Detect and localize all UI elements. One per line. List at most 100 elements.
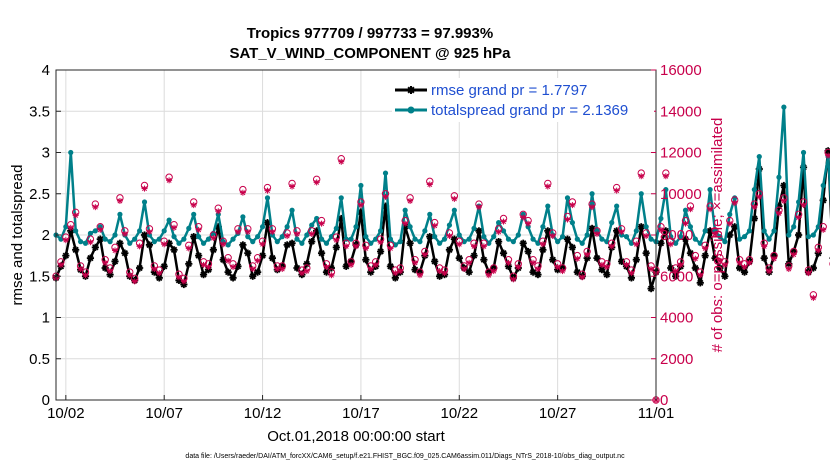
data-point-obs-assimilated: [707, 206, 714, 213]
data-point-obs-assimilated: [421, 251, 428, 258]
footer-data-file: data file: /Users/raeder/DAI/ATM_forcXX/…: [185, 453, 625, 460]
data-point-obs-assimilated: [407, 197, 414, 204]
data-point-rmse: [681, 235, 690, 243]
data-point-totalspread: [451, 207, 457, 213]
data-point-rmse: [249, 272, 257, 280]
data-point-obs-assimilated: [161, 241, 168, 248]
data-point-obs-assimilated: [569, 202, 576, 209]
left-tick-label: 2: [42, 227, 50, 244]
left-tick-label: 1: [42, 310, 50, 327]
data-point-obs-assimilated: [293, 230, 300, 237]
data-point-totalspread: [151, 239, 157, 245]
data-point-rmse: [268, 254, 276, 262]
data-point-rmse: [111, 257, 119, 265]
data-point-obs-assimilated: [348, 261, 355, 268]
data-point-obs-assimilated: [633, 241, 640, 248]
legend: rmse grand pr = 1.7797 totalspread grand…: [392, 78, 654, 122]
data-point-totalspread: [633, 228, 639, 234]
data-point-obs-assimilated: [638, 173, 645, 180]
data-point-rmse: [72, 246, 80, 254]
data-point-totalspread: [299, 240, 305, 246]
data-point-totalspread: [486, 240, 492, 246]
data-point-obs-assimilated: [510, 276, 517, 283]
data-point-obs-assimilated: [800, 202, 807, 209]
data-point-totalspread: [323, 240, 330, 246]
data-point-obs-assimilated: [239, 189, 246, 196]
data-point-rmse: [160, 262, 168, 270]
data-point-totalspread: [623, 234, 630, 240]
data-point-obs-assimilated: [584, 251, 591, 258]
data-point-totalspread: [805, 234, 812, 240]
data-point-obs-assimilated: [195, 226, 202, 233]
left-axis-label: rmse and totalspread: [9, 165, 26, 306]
data-point-totalspread: [338, 195, 344, 201]
data-point-totalspread: [259, 224, 266, 230]
data-point-rmse: [696, 279, 704, 287]
data-point-totalspread: [102, 236, 108, 242]
data-point-obs-assimilated: [598, 261, 605, 268]
data-point-totalspread: [387, 236, 394, 242]
data-point-obs-assimilated: [121, 230, 128, 237]
data-point-totalspread: [225, 242, 231, 248]
data-point-obs-assimilated: [539, 241, 546, 248]
data-point-obs-assimilated: [466, 259, 473, 266]
data-point-totalspread: [402, 207, 408, 213]
data-point-totalspread: [68, 149, 74, 156]
data-point-obs-assimilated: [234, 228, 241, 235]
right-tick-label: 0: [660, 392, 668, 409]
data-point-obs-assimilated: [107, 268, 114, 275]
data-point-totalspread: [589, 191, 595, 197]
data-point-totalspread: [166, 217, 172, 223]
data-point-rmse: [495, 238, 503, 246]
data-point-totalspread: [677, 234, 684, 240]
left-axis: 0 0.5 1 1.5 2 2.5 3 3.5 4: [29, 62, 61, 409]
data-point-totalspread: [722, 239, 728, 245]
data-point-totalspread: [579, 240, 585, 246]
data-point-rmse: [136, 264, 144, 272]
data-point-rmse: [239, 241, 247, 249]
data-point-obs-assimilated: [790, 251, 797, 258]
data-point-obs-assimilated: [367, 266, 374, 273]
data-point-totalspread: [92, 228, 98, 234]
data-point-obs-assimilated: [775, 210, 782, 217]
data-point-totalspread: [264, 195, 271, 201]
data-point-obs-assimilated: [416, 272, 423, 279]
left-tick-label: 0: [42, 392, 50, 409]
data-point-rmse: [524, 247, 532, 256]
right-axis: 0 2000 4000 6000 8000 10000 12000 14000 16000: [651, 62, 702, 409]
data-point-obs-assimilated: [766, 268, 773, 275]
data-point-obs-assimilated: [677, 261, 684, 268]
data-point-obs-assimilated: [156, 270, 163, 277]
data-point-obs-assimilated: [456, 241, 463, 248]
left-tick-label: 2.5: [29, 186, 50, 203]
data-point-obs-assimilated: [559, 268, 566, 275]
data-point-rmse: [342, 262, 350, 270]
data-point-obs-assimilated: [343, 243, 350, 250]
data-point-totalspread: [422, 228, 428, 234]
data-point-rmse: [62, 252, 70, 260]
data-point-obs-assimilated: [230, 263, 237, 270]
data-point-rmse: [209, 246, 217, 254]
legend-rmse-label: rmse grand pr = 1.7797: [431, 82, 587, 99]
data-point-totalspread: [776, 174, 782, 180]
data-point-obs-assimilated: [171, 224, 178, 231]
data-point-rmse: [627, 274, 636, 282]
data-point-obs-assimilated: [426, 181, 433, 188]
data-point-obs-assimilated: [289, 183, 296, 190]
data-point-totalspread: [515, 232, 521, 238]
data-point-obs-assimilated: [362, 245, 369, 252]
left-tick-label: 3: [42, 145, 50, 162]
data-point-obs-assimilated: [249, 266, 256, 273]
data-point-obs-assimilated: [72, 212, 79, 219]
data-point-totalspread: [540, 224, 546, 230]
data-point-obs-assimilated: [446, 233, 453, 240]
data-point-totalspread: [643, 224, 649, 230]
data-point-totalspread: [412, 236, 418, 242]
data-point-totalspread: [171, 234, 177, 240]
data-point-obs-assimilated: [382, 193, 389, 200]
data-point-rmse: [332, 243, 340, 251]
data-point-obs-assimilated: [687, 206, 694, 213]
data-point-obs-assimilated: [333, 237, 340, 244]
data-point-rmse: [91, 243, 99, 251]
data-point-totalspread: [417, 239, 423, 245]
